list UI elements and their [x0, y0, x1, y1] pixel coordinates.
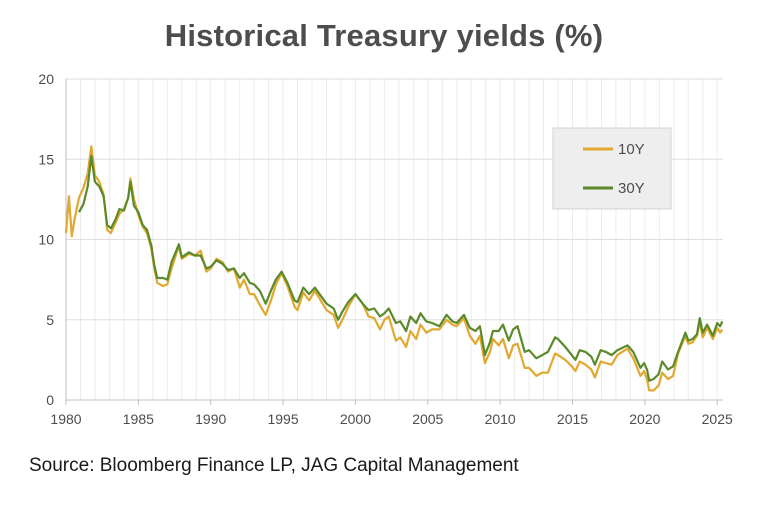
source-note: Source: Bloomberg Finance LP, JAG Capita… [29, 455, 519, 476]
legend: 10Y 30Y [552, 127, 672, 210]
x-tick-label: 2000 [340, 411, 371, 427]
y-tick-label: 5 [46, 312, 54, 328]
x-tick-label: 1980 [50, 411, 81, 427]
y-tick-label: 15 [38, 151, 54, 167]
legend-box [552, 127, 672, 210]
legend-label-10y: 10Y [618, 141, 645, 158]
x-tick-label: 2020 [629, 411, 660, 427]
legend-label-30y: 30Y [618, 180, 645, 197]
series-group [64, 145, 724, 392]
x-tick-label: 1985 [123, 411, 154, 427]
x-tick-label: 2010 [485, 411, 516, 427]
x-tick-label: 1990 [195, 411, 226, 427]
chart-title: Historical Treasury yields (%) [164, 18, 604, 53]
x-tick-label: 2015 [557, 411, 588, 427]
x-tick-label: 2005 [412, 411, 443, 427]
x-tick-label: 2025 [702, 411, 733, 427]
y-tick-label: 0 [46, 392, 54, 408]
line-chart: 0 5 10 15 20 1980 1985 1990 1995 2000 2005 2010 2015… [38, 71, 733, 427]
x-tick-label: 1995 [267, 411, 298, 427]
series-line-30y [78, 154, 724, 382]
axes: 0 5 10 15 20 1980 1985 1990 1995 2000 2005 2010 2015… [38, 71, 733, 427]
y-tick-label: 10 [38, 232, 54, 248]
y-tick-label: 20 [38, 71, 54, 87]
